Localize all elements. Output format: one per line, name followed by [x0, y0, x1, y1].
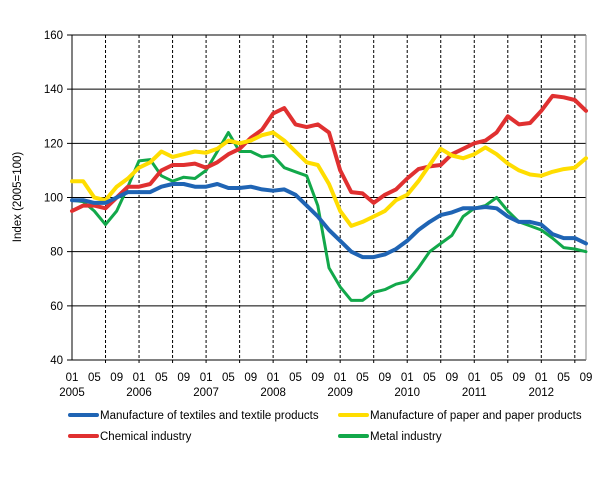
- x-tick-month: 05: [557, 372, 570, 384]
- x-tick-year: 2012: [529, 387, 555, 399]
- y-tick-label: 160: [44, 30, 63, 42]
- legend: Manufacture of textiles and textile prod…: [68, 410, 582, 443]
- series-lines: [70, 93, 588, 302]
- legend-item: Chemical industry: [68, 431, 192, 443]
- legend-label: Metal industry: [370, 431, 442, 443]
- y-axis-ticks: 40 60 80 100 120 140 160: [44, 30, 63, 367]
- y-tick-label: 80: [50, 247, 63, 259]
- x-tick-month: 01: [535, 372, 548, 384]
- y-tick-label: 100: [44, 193, 63, 205]
- legend-label: Chemical industry: [100, 431, 192, 443]
- x-tick-month: 09: [446, 372, 459, 384]
- x-tick-month: 01: [200, 372, 213, 384]
- series-line-0: [70, 182, 588, 260]
- legend-label: Manufacture of paper and paper products: [370, 410, 582, 422]
- x-tick-month: 05: [356, 372, 369, 384]
- x-tick-month: 05: [490, 372, 503, 384]
- series-line-1: [70, 130, 588, 228]
- x-tick-month: 01: [133, 372, 146, 384]
- x-tick-month: 09: [580, 372, 593, 384]
- x-tick-month: 05: [289, 372, 302, 384]
- x-tick-year: 2006: [126, 387, 152, 399]
- x-tick-month: 01: [66, 372, 79, 384]
- grid: [67, 34, 587, 364]
- x-tick-year: 2011: [462, 387, 487, 399]
- y-tick-label: 140: [44, 84, 63, 96]
- x-tick-year: 2009: [327, 387, 353, 399]
- x-tick-month: 09: [110, 372, 123, 384]
- x-tick-month: 05: [222, 372, 235, 384]
- x-tick-month: 01: [267, 372, 280, 384]
- x-tick-month: 09: [311, 372, 324, 384]
- y-tick-label: 40: [50, 355, 63, 367]
- series-line-2: [70, 93, 588, 213]
- legend-item: Manufacture of paper and paper products: [338, 410, 582, 422]
- legend-item: Metal industry: [338, 431, 442, 443]
- x-tick-year: 2010: [394, 387, 420, 399]
- x-tick-month: 05: [423, 372, 436, 384]
- y-tick-label: 120: [44, 138, 63, 150]
- y-tick-label: 60: [50, 301, 63, 313]
- x-tick-month: 09: [378, 372, 391, 384]
- y-axis-title: Index (2005=100): [12, 152, 24, 243]
- legend-label: Manufacture of textiles and textile prod…: [100, 410, 319, 422]
- legend-item: Manufacture of textiles and textile prod…: [68, 410, 319, 422]
- x-tick-month: 05: [88, 372, 101, 384]
- x-tick-year: 2008: [260, 387, 286, 399]
- x-tick-month: 09: [177, 372, 190, 384]
- series-line-3: [70, 131, 588, 302]
- x-tick-year: 2007: [193, 387, 219, 399]
- x-tick-month: 01: [468, 372, 481, 384]
- x-tick-month: 05: [155, 372, 168, 384]
- x-tick-month: 09: [513, 372, 526, 384]
- x-tick-month: 01: [334, 372, 347, 384]
- x-tick-month: 01: [401, 372, 414, 384]
- x-tick-year: 2005: [59, 387, 85, 399]
- x-tick-month: 09: [244, 372, 257, 384]
